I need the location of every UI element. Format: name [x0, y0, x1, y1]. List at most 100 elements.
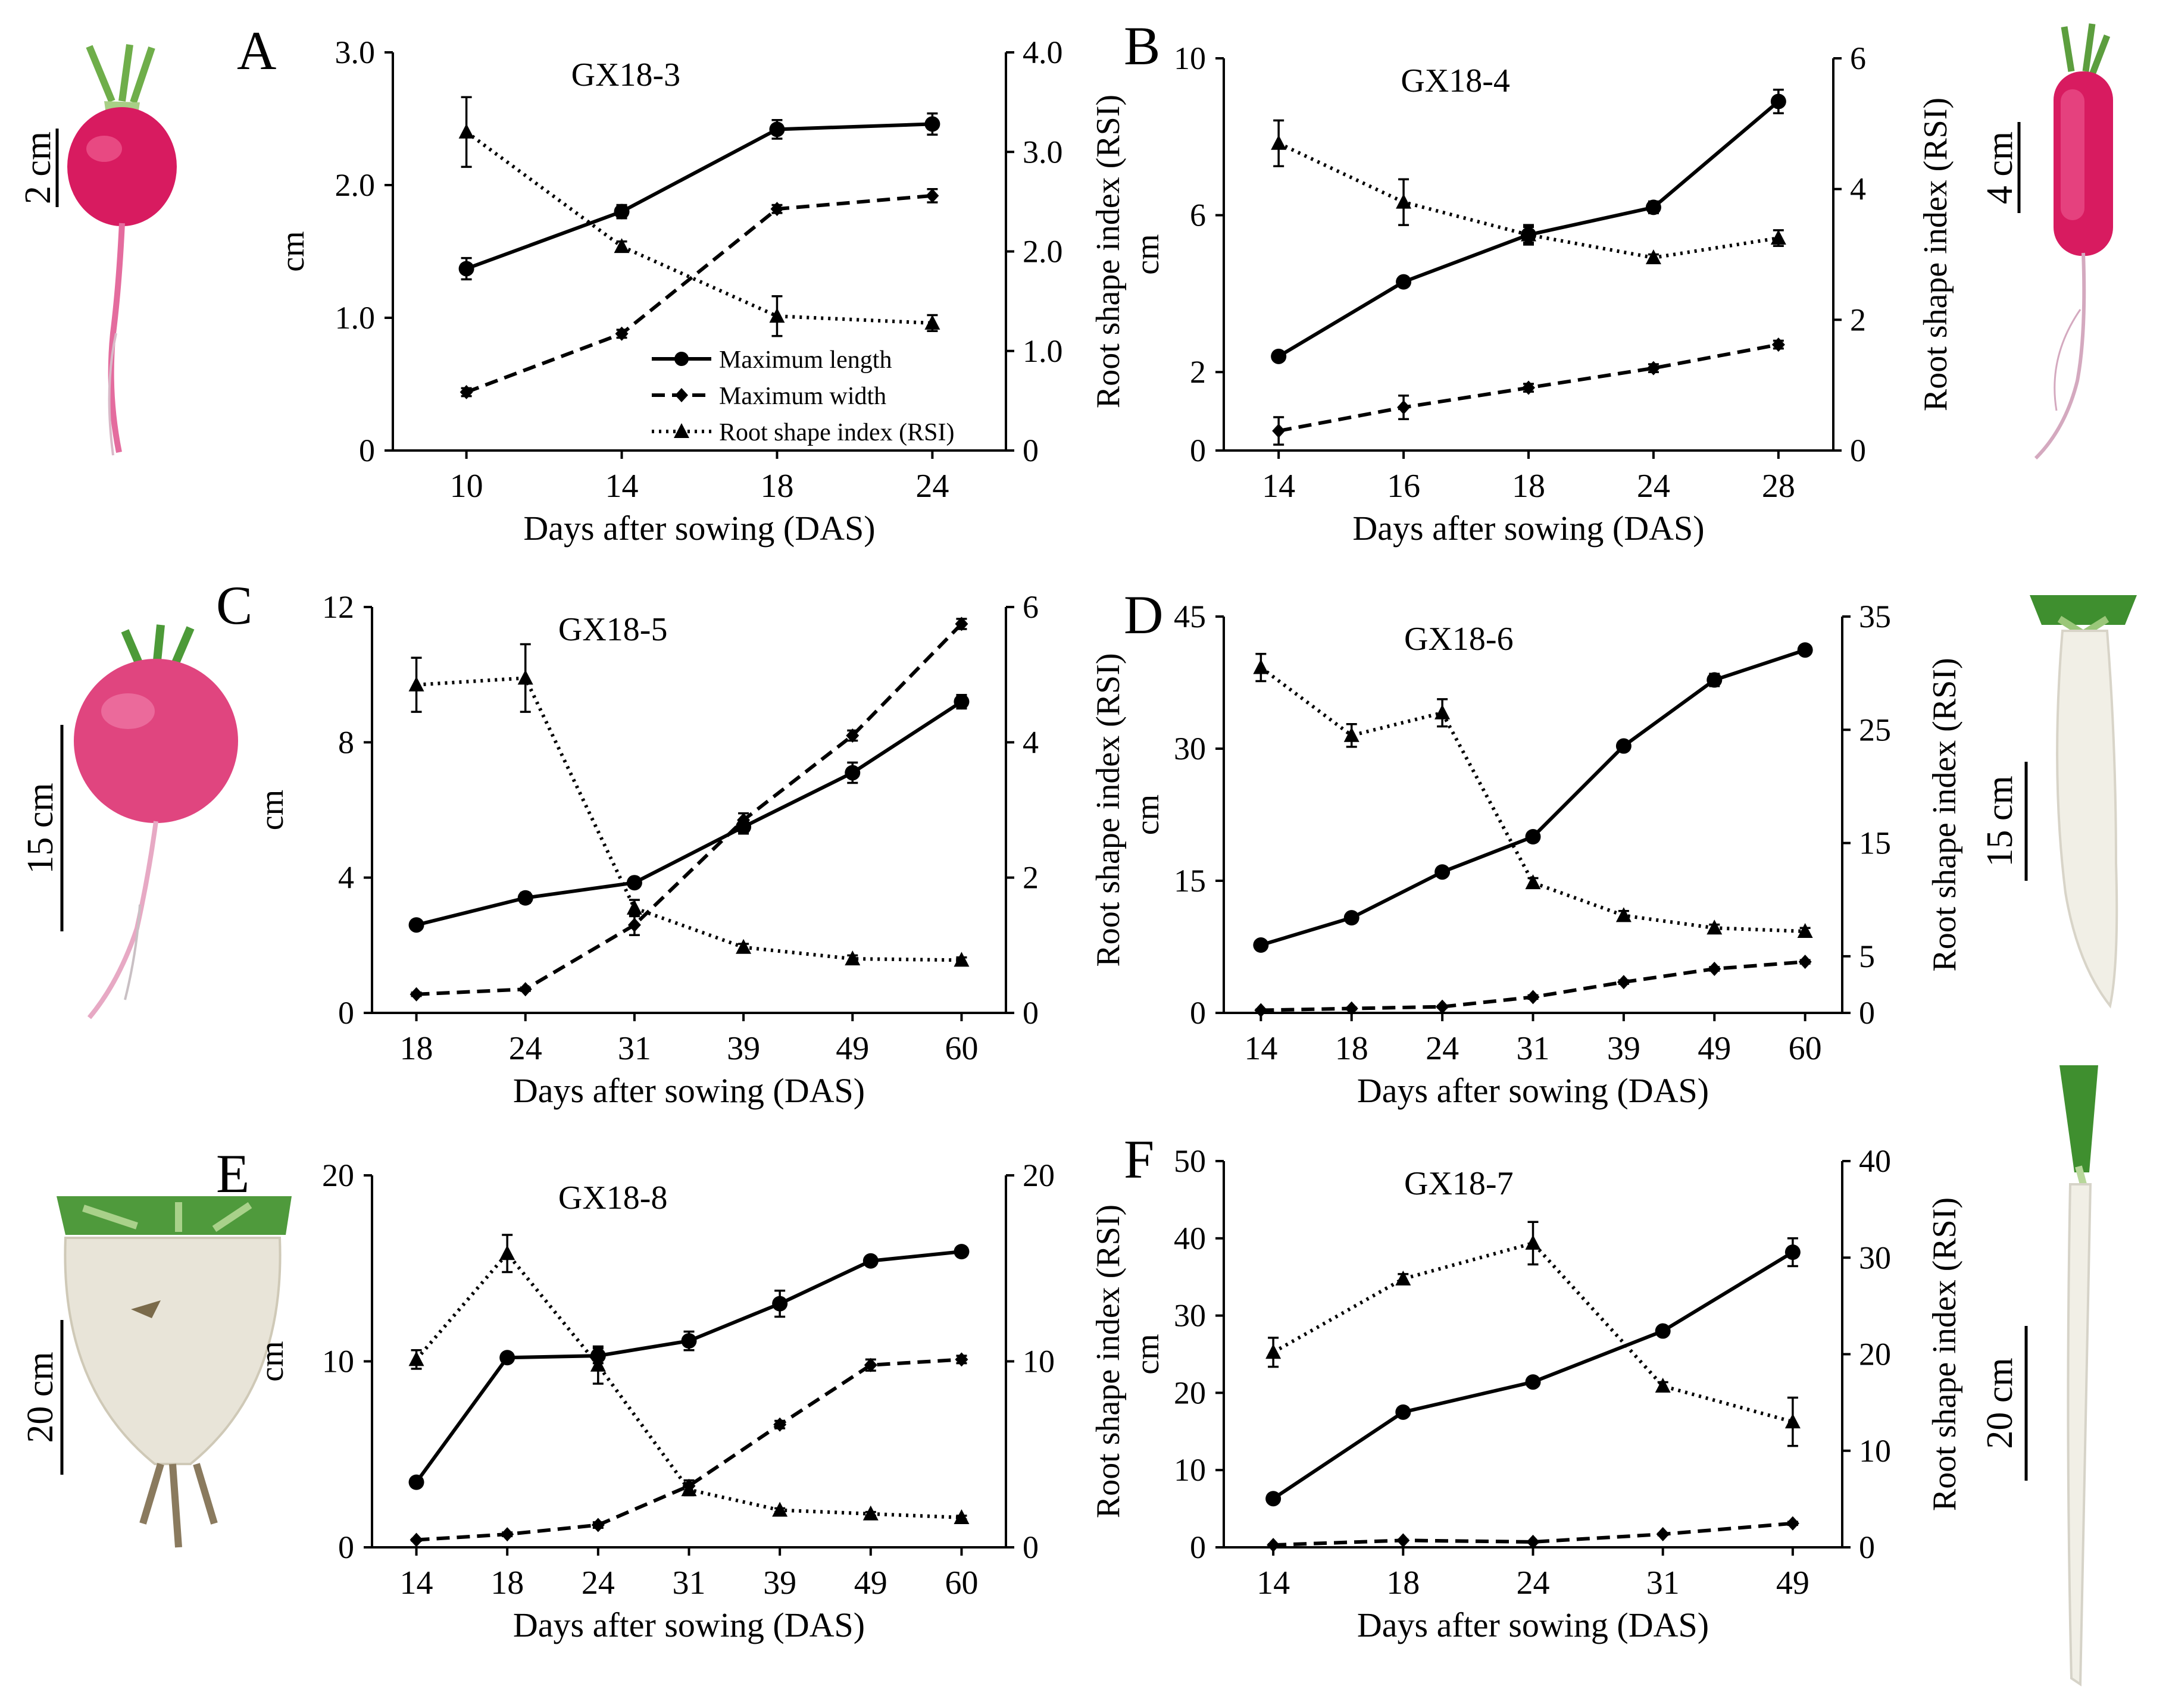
specimen-f-radish [2059, 1065, 2098, 1687]
panel-d-rsi-point [1253, 659, 1269, 674]
panel-f-width-point [1267, 1538, 1280, 1553]
panel-b-width-point [1646, 361, 1660, 376]
panel-a-y2label: Root shape index (RSI) [1090, 95, 1127, 408]
panel-a-rsi-point [769, 308, 785, 323]
panel-d-width-point [1708, 962, 1721, 976]
panel-f-xtick-label: 14 [1257, 1565, 1290, 1601]
panel-f-rsi-point [1265, 1344, 1282, 1359]
panel-c-length-point [626, 875, 642, 891]
panel-a-y2tick-label: 0 [1023, 433, 1039, 468]
panel-a-length-point [924, 116, 940, 132]
panel-d-width-point [1617, 975, 1630, 990]
panel-d-rsi-point [1707, 919, 1723, 935]
panel-b-y2label: Root shape index (RSI) [1917, 98, 1954, 411]
panel-b-ytick-label: 6 [1190, 198, 1206, 233]
panel-f-rsi-point [1655, 1378, 1671, 1393]
panel-a-rsi-line [465, 130, 933, 325]
panel-e-length-point [772, 1296, 788, 1312]
specimen-d-scale: 15 cm [1980, 762, 2028, 881]
specimen-f-scale: 20 cm [1980, 1326, 2028, 1481]
panel-e-xtick-label: 14 [400, 1565, 433, 1601]
panel-b-y2tick-label: 6 [1850, 40, 1866, 76]
panel-c-ytick-label: 0 [338, 995, 354, 1031]
panel-c-axes [371, 607, 1007, 1014]
panel-f-rsi-point [1395, 1270, 1411, 1285]
panel-a-xtick-label: 24 [915, 468, 949, 505]
panel-e-rsi-point [954, 1509, 970, 1524]
panel-d-y2label: Root shape index (RSI) [1926, 658, 1963, 971]
panel-b-xtick-label: 14 [1262, 468, 1295, 505]
panel-b-length-point [1770, 93, 1786, 110]
specimen-c-radish [74, 624, 238, 1019]
panel-c-length-point [845, 765, 861, 781]
panel-b-rsi-point [1521, 226, 1536, 242]
panel-c-y2tick-label: 6 [1023, 589, 1039, 625]
panel-e-rsi-point [862, 1505, 879, 1521]
panel-d-xtick-label: 31 [1517, 1030, 1550, 1067]
panel-b-ytick-label: 2 [1190, 354, 1206, 390]
panel-d-rsi-point [1525, 874, 1541, 890]
panel-c-y2tick-label: 0 [1023, 995, 1039, 1031]
panel-d-length-point [1797, 642, 1813, 658]
specimen-e-scale-label: 20 cm [20, 1352, 61, 1443]
panel-f-xlabel: Days after sowing (DAS) [1357, 1606, 1709, 1644]
panel-c-xtick-label: 24 [509, 1030, 542, 1067]
panel-e-letter: E [216, 1143, 249, 1204]
panel-c-ytick-label: 8 [338, 724, 354, 760]
panel-a-xlabel: Days after sowing (DAS) [523, 509, 875, 548]
panel-c-length-line [415, 700, 963, 927]
panel-e-xtick-label: 49 [854, 1565, 887, 1601]
panel-f-y2tick-label: 30 [1859, 1240, 1891, 1275]
chart-legend: Maximum length Maximum width Root shape … [652, 346, 954, 446]
panel-b-y2tick-label: 2 [1850, 302, 1866, 337]
panel-d-width-point [1798, 955, 1812, 969]
panel-d-width-point [1254, 1003, 1268, 1018]
panel-e-length-point [862, 1253, 879, 1269]
panel-f-title: GX18-7 [1404, 1165, 1514, 1202]
panel-d-y2tick-label: 25 [1859, 712, 1891, 747]
panel-d-y2tick-label: 15 [1859, 825, 1891, 861]
panel-c-width-point [410, 987, 423, 1002]
panel-e-ylabel: cm [254, 1341, 290, 1381]
specimen-a-scale-label: 2 cm [18, 132, 58, 204]
panel-c-ylabel: cm [254, 790, 290, 830]
specimen-f-scale-label: 20 cm [1980, 1357, 2020, 1449]
panel-a-ytick-label: 1.0 [335, 300, 376, 336]
panel-e-xtick-label: 24 [582, 1565, 615, 1601]
panel-d-length-point [1434, 864, 1451, 880]
panel-b-width-point [1272, 424, 1286, 439]
panel-e-xlabel: Days after sowing (DAS) [513, 1606, 865, 1644]
panel-e-ytick-label: 10 [322, 1344, 354, 1379]
panel-f-y2tick-label: 40 [1859, 1143, 1891, 1179]
panel-a-y2tick-label: 1.0 [1023, 333, 1063, 369]
panel-a-axes [392, 52, 1007, 452]
panel-b-rsi-point [1770, 230, 1786, 245]
panel-c-y2tick-label: 4 [1023, 724, 1039, 760]
panel-b-title: GX18-4 [1401, 62, 1510, 99]
panel-d-xtick-label: 60 [1789, 1030, 1822, 1067]
panel-d-width-point [1345, 1001, 1358, 1016]
specimen-a-radish [67, 44, 177, 456]
panel-e-length-point [954, 1244, 970, 1260]
panel-f-ytick-label: 50 [1174, 1143, 1206, 1179]
panel-d-y2tick-label: 35 [1859, 599, 1891, 634]
panel-a-ytick-label: 3.0 [335, 35, 376, 70]
panel-b-xtick-label: 24 [1637, 468, 1670, 505]
panel-d-xtick-label: 39 [1607, 1030, 1640, 1067]
panel-f-xtick-label: 18 [1386, 1565, 1420, 1601]
panel-f-ytick-label: 20 [1174, 1375, 1206, 1410]
panel-f-length-point [1395, 1404, 1411, 1420]
legend-width-label: Maximum width [719, 383, 886, 410]
panel-e-rsi-point [590, 1356, 606, 1372]
panel-c-width-point [955, 617, 968, 631]
panel-d-xtick-label: 49 [1698, 1030, 1731, 1067]
panel-e-length-point [681, 1333, 697, 1349]
panel-a-title: GX18-3 [571, 57, 681, 93]
panel-f-length-point [1784, 1244, 1801, 1260]
panel-c-letter: C [216, 575, 252, 636]
panel-f-length-point [1655, 1323, 1671, 1339]
specimen-b-radish [2034, 23, 2113, 460]
panel-b-letter: B [1124, 15, 1160, 76]
panel-b-xtick-label: 28 [1762, 468, 1795, 505]
panel-d-length-point [1343, 910, 1359, 926]
